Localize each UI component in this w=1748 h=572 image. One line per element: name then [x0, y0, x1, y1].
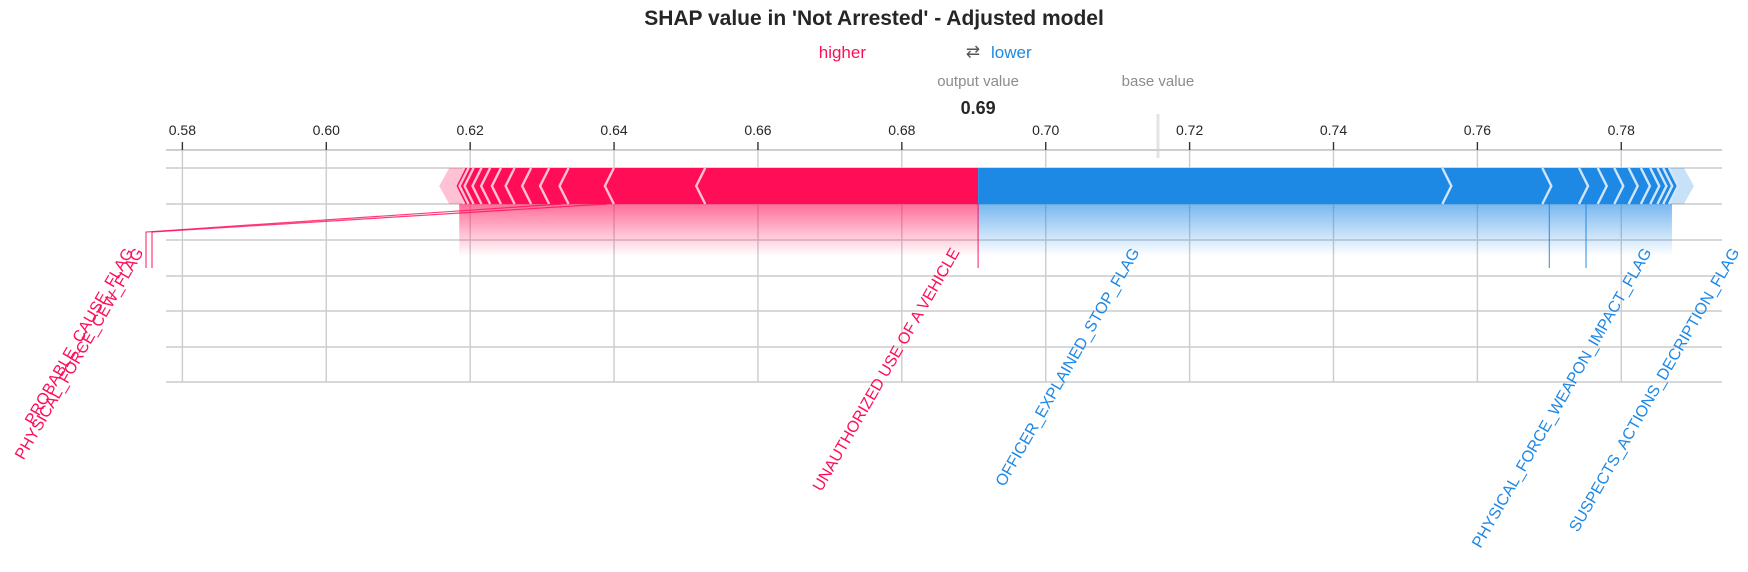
chart-title: SHAP value in 'Not Arrested' - Adjusted … [644, 7, 1104, 30]
higher-segment-boundary [490, 167, 502, 205]
x-tick-label-0.64: 0.64 [600, 122, 627, 138]
x-tick-label-0.68: 0.68 [888, 122, 915, 138]
feature-labels: UNAUTHORIZED USE OF A VEHICLE PHYSICAL_FO… [12, 246, 1743, 551]
feature-label-lower-1: PHYSICAL_FORCE_WEAPON_IMPACT_FLAG [1469, 246, 1655, 551]
lower-segment-boundary [1441, 167, 1453, 205]
legend: higher ⇄ lower [819, 42, 1032, 62]
lower-segment-boundary [1577, 167, 1590, 205]
base-value-label: base value [1122, 73, 1195, 90]
lower-segment-boundary [1649, 167, 1661, 205]
legend-swap-icon: ⇄ [966, 42, 980, 61]
x-tick-label-0.62: 0.62 [457, 122, 484, 138]
higher-segment-boundary [694, 167, 707, 205]
output-value-label: output value [937, 73, 1019, 90]
label-connectors [145, 203, 1587, 268]
higher-segment-boundary [520, 167, 533, 205]
feature-label-higher-0: UNAUTHORIZED USE OF A VEHICLE [810, 246, 963, 495]
lower-segment-boundary [1613, 167, 1625, 205]
lower-bar [978, 168, 1678, 204]
x-tick-label-0.78: 0.78 [1608, 122, 1635, 138]
legend-higher: higher [819, 43, 867, 62]
contribution-shading [459, 204, 1672, 256]
force-bar [439, 167, 1694, 205]
x-tick-label-0.70: 0.70 [1032, 122, 1059, 138]
x-tick-label-0.60: 0.60 [313, 122, 340, 138]
higher-segment-boundary [603, 167, 615, 205]
lower-shade [978, 204, 1672, 256]
x-tick-label-0.58: 0.58 [169, 122, 196, 138]
x-tick-label-0.66: 0.66 [744, 122, 771, 138]
lower-segment-boundary [1541, 167, 1553, 205]
higher-bar [455, 168, 979, 204]
connector-higher-2 [145, 203, 562, 268]
feature-label-lower-2: SUSPECTS_ACTIONS_DECRIPTION_FLAG [1566, 246, 1743, 536]
x-tick-label-0.74: 0.74 [1320, 122, 1347, 138]
x-tick-label-0.76: 0.76 [1464, 122, 1491, 138]
feature-label-lower-0: OFFICER_EXPLAINED_STOP_FLAG [993, 246, 1144, 490]
lower-segment-boundary [1667, 167, 1680, 205]
lower-segment-boundary [1656, 167, 1668, 205]
feature-label-higher-1: PHYSICAL_FORCE_CEW_FLAG [12, 246, 147, 463]
higher-shade [459, 204, 979, 256]
higher-segment-boundary [504, 167, 516, 205]
feature-label-higher-2: PROBABLE_CAUSE_FLAG [22, 246, 137, 429]
lower-segment-boundary [1596, 167, 1609, 205]
higher-segment-boundary [458, 167, 470, 205]
lower-segment-boundary [1627, 167, 1640, 205]
higher-segment-boundary [479, 167, 492, 205]
higher-segment-boundary [538, 167, 551, 205]
higher-segment-boundary [471, 167, 483, 205]
legend-lower: lower [991, 43, 1032, 62]
x-tick-label-0.72: 0.72 [1176, 122, 1203, 138]
higher-segment-boundary [558, 167, 570, 205]
lower-segment-boundary [1639, 167, 1652, 205]
lower-segment-boundary [1662, 167, 1674, 205]
output-value: 0.69 [961, 98, 996, 118]
higher-segment-boundary [453, 167, 466, 205]
x-axis-ticks: 0.58 0.60 0.62 0.64 0.66 0.68 0.70 0.72 0.74 0.76… [166, 122, 1722, 151]
higher-segment-boundary [463, 167, 475, 205]
